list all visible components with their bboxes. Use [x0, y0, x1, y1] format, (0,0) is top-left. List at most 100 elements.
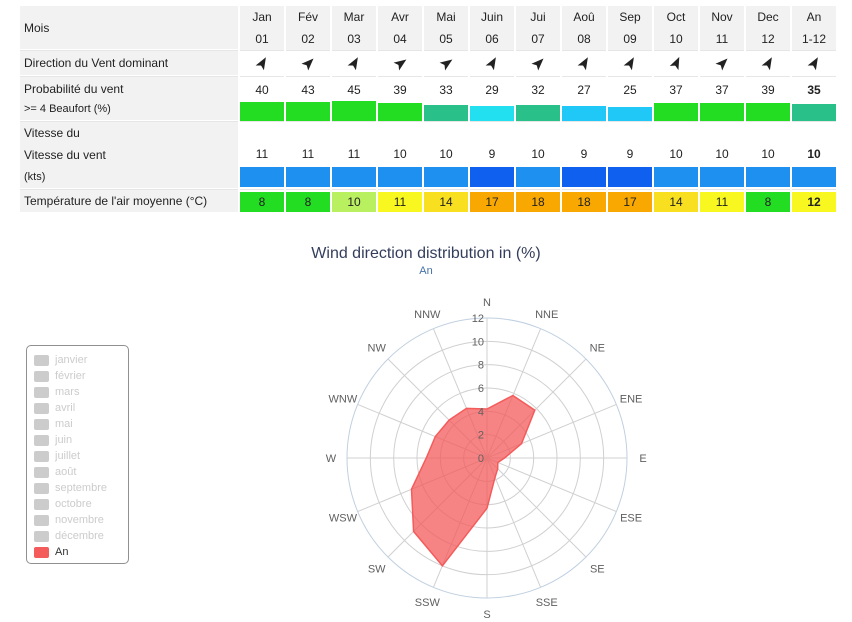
legend-label: septembre	[55, 482, 107, 494]
legend-item[interactable]: février	[34, 368, 128, 384]
direction-label: SSW	[415, 597, 441, 609]
month-number: 02	[286, 28, 330, 50]
legend-swatch	[34, 402, 49, 414]
stats-table: Mois Jan Fév Mar Avr Mai Juin Jui Aoû Sep Oct Nov De…	[18, 6, 838, 213]
speed-value: 10	[669, 147, 683, 161]
month-number: 08	[562, 28, 606, 50]
temperature-value: 10	[332, 191, 376, 212]
speed-cell: 10	[654, 121, 698, 189]
direction-cell	[470, 50, 514, 76]
direction-cell	[746, 50, 790, 76]
probability-cell: 32	[516, 76, 560, 121]
probability-bar	[792, 104, 836, 121]
speed-cell: 10	[516, 121, 560, 189]
probability-value: 40	[255, 83, 269, 97]
probability-value: 43	[301, 83, 315, 97]
wind-arrow-icon	[485, 56, 496, 70]
temperature-cell: 18	[516, 189, 560, 213]
speed-bar	[792, 167, 836, 187]
wind-rose-chart: 0 2 4 6 8 10 12 N NNE NE ENE E ESE SE SSE S SSW SW WSW W WNW…	[326, 297, 647, 621]
temperature-label: Température de l'air moyenne (°C)	[20, 189, 238, 213]
legend-label: juillet	[55, 450, 81, 462]
legend-label: An	[55, 546, 69, 558]
legend-item[interactable]: avril	[34, 400, 128, 416]
temperature-value: 17	[608, 191, 652, 212]
probability-value: 33	[439, 83, 453, 97]
speed-label-line3: (kts)	[24, 171, 46, 183]
speed-value: 11	[347, 147, 361, 161]
legend-swatch	[34, 530, 49, 542]
legend-swatch	[34, 514, 49, 526]
legend-item[interactable]: mai	[34, 416, 128, 432]
legend-swatch	[34, 370, 49, 382]
probability-bar	[608, 107, 652, 121]
speed-cell: 11	[286, 121, 330, 189]
legend-swatch	[34, 386, 49, 398]
speed-value: 9	[488, 147, 496, 161]
month-name: An	[792, 6, 836, 28]
speed-value: 9	[626, 147, 634, 161]
legend-item[interactable]: septembre	[34, 480, 128, 496]
legend-item[interactable]: mars	[34, 384, 128, 400]
legend-item[interactable]: août	[34, 464, 128, 480]
speed-bar	[608, 167, 652, 187]
temperature-cell: 11	[700, 189, 744, 213]
radial-tick-label: 0	[478, 453, 484, 465]
probability-label-line1: Probabilité du vent	[24, 81, 124, 96]
speed-value: 11	[301, 147, 315, 161]
legend-item[interactable]: octobre	[34, 496, 128, 512]
temperature-cell: 14	[654, 189, 698, 213]
speed-value: 10	[393, 147, 407, 161]
month-name: Jan	[240, 6, 284, 28]
direction-cell	[424, 50, 468, 76]
direction-label: NW	[368, 343, 387, 355]
month-name: Avr	[378, 6, 422, 28]
legend-item[interactable]: juillet	[34, 448, 128, 464]
legend-item[interactable]: janvier	[34, 352, 128, 368]
chart-legend: janvier février mars avril mai juin juillet aoû…	[26, 345, 129, 564]
temperature-value: 8	[286, 191, 330, 212]
legend-swatch	[34, 482, 49, 494]
probability-cell: 39	[746, 76, 790, 121]
legend-item[interactable]: novembre	[34, 512, 128, 528]
speed-cell: 10	[378, 121, 422, 189]
speed-value: 11	[255, 147, 269, 161]
direction-cell	[378, 50, 422, 76]
probability-cell: 37	[654, 76, 698, 121]
temperature-cell: 12	[792, 189, 836, 213]
legend-label: août	[55, 466, 77, 478]
direction-label: NE	[590, 343, 605, 355]
legend-label: février	[55, 370, 86, 382]
wind-arrow-icon	[715, 57, 728, 71]
month-name: Juin	[470, 6, 514, 28]
wind-arrow-icon	[577, 56, 588, 70]
temperature-value: 11	[700, 191, 744, 212]
temperature-value: 11	[378, 191, 422, 212]
speed-cell: 11	[240, 121, 284, 189]
radial-tick-label: 2	[478, 430, 484, 442]
direction-label: ESE	[620, 513, 642, 525]
wind-arrow-icon	[347, 56, 358, 70]
probability-value: 29	[485, 83, 499, 97]
wind-arrow-icon	[669, 56, 680, 70]
speed-bar	[332, 167, 376, 187]
probability-value: 35	[807, 83, 821, 97]
probability-cell: 29	[470, 76, 514, 121]
legend-item[interactable]: An	[34, 544, 128, 560]
legend-swatch	[34, 418, 49, 430]
legend-item[interactable]: décembre	[34, 528, 128, 544]
speed-bar	[562, 167, 606, 187]
direction-cell	[700, 50, 744, 76]
probability-value: 37	[669, 83, 683, 97]
speed-bar	[700, 167, 744, 187]
speed-value: 10	[531, 147, 545, 161]
temperature-cell: 8	[746, 189, 790, 213]
wind-arrow-icon	[531, 57, 544, 71]
direction-cell	[240, 50, 284, 76]
wind-arrow-icon	[439, 59, 453, 70]
grid-spoke	[486, 457, 617, 513]
temperature-cell: 11	[378, 189, 422, 213]
direction-label: S	[483, 609, 490, 621]
speed-value: 10	[439, 147, 453, 161]
legend-item[interactable]: juin	[34, 432, 128, 448]
